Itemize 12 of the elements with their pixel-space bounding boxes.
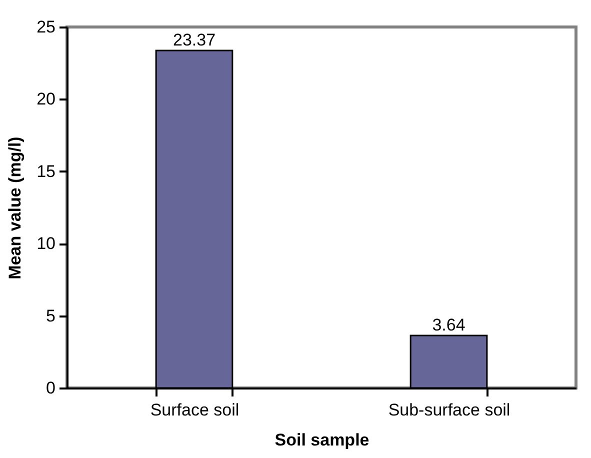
y-axis-title: Mean value (mg/l) <box>6 136 25 280</box>
y-tick-label: 20 <box>36 90 56 109</box>
y-tick-label: 15 <box>36 162 56 181</box>
x-tick-label: Surface soil <box>150 400 240 420</box>
y-tick-label: 0 <box>46 378 56 398</box>
x-tick-label: Sub-surface soil <box>388 400 510 420</box>
y-tick-label: 10 <box>36 234 56 254</box>
x-axis-title: Soil sample <box>274 430 370 450</box>
data-label: 23.37 <box>172 30 216 50</box>
data-label: 3.64 <box>432 315 466 334</box>
y-tick-label: 25 <box>36 18 56 36</box>
y-tick-label: 5 <box>46 306 56 326</box>
